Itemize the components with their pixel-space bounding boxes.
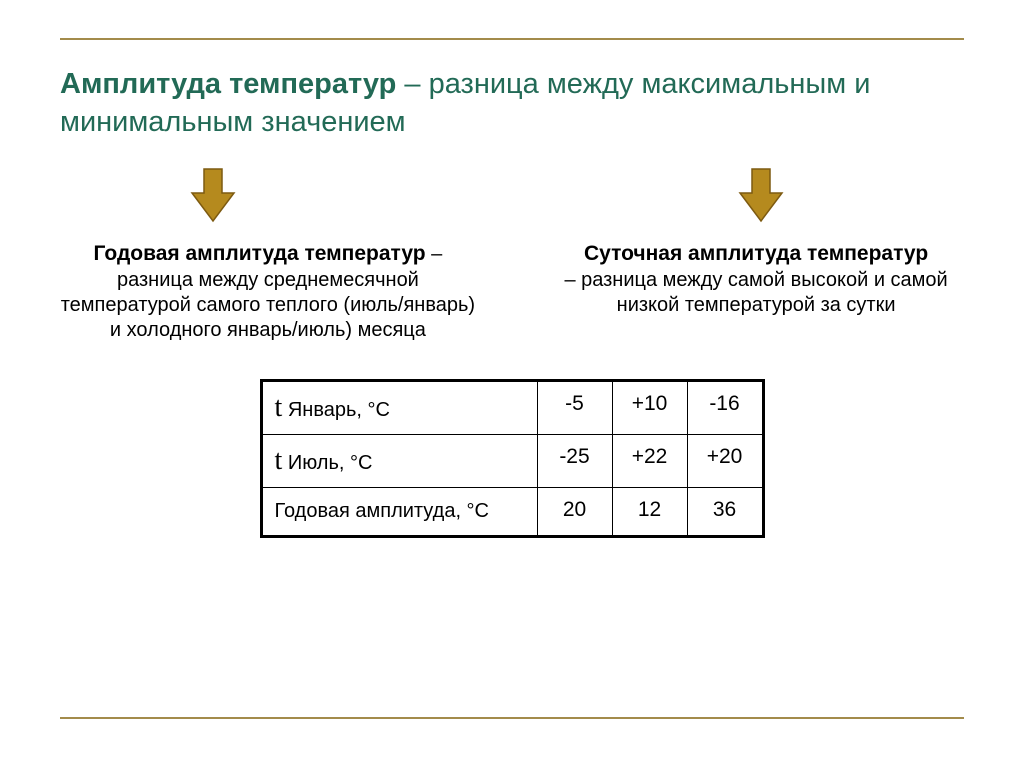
arrow-down-right-icon (738, 167, 784, 223)
cell-value: 20 (537, 487, 612, 536)
title-term: Амплитуда температур (60, 68, 396, 100)
annual-amplitude-block: Годовая амплитуда температур – разница м… (60, 241, 476, 342)
daily-amplitude-block: Суточная амплитуда температур – разница … (548, 241, 964, 342)
rule-top (60, 38, 964, 40)
cell-value: 36 (687, 487, 763, 536)
month-label: Июль, °С (282, 452, 372, 474)
cell-value: +20 (687, 434, 763, 487)
row-jan-label: t Январь, °С (261, 380, 537, 434)
arrows-row (60, 167, 964, 223)
daily-amplitude-body: – разница между самой высокой и самой ни… (564, 269, 947, 316)
cell-value: +10 (612, 380, 687, 434)
temperature-table: t Январь, °С -5 +10 -16 t Июль, °С -25 +… (260, 379, 765, 538)
annual-amplitude-heading: Годовая амплитуда температур (94, 242, 426, 265)
cell-value: +22 (612, 434, 687, 487)
page-title: Амплитуда температур – разница между мак… (60, 66, 964, 141)
table-row: t Июль, °С -25 +22 +20 (261, 434, 763, 487)
cell-value: 12 (612, 487, 687, 536)
cell-value: -16 (687, 380, 763, 434)
row-jul-label: t Июль, °С (261, 434, 537, 487)
rule-bottom (60, 717, 964, 719)
daily-amplitude-heading: Суточная амплитуда температур (584, 242, 928, 265)
cell-value: -5 (537, 380, 612, 434)
definition-blocks: Годовая амплитуда температур – разница м… (60, 241, 964, 342)
arrow-down-left-icon (190, 167, 236, 223)
table-row: Годовая амплитуда, °С 20 12 36 (261, 487, 763, 536)
month-label: Январь, °С (282, 399, 390, 421)
cell-value: -25 (537, 434, 612, 487)
row-amplitude-label: Годовая амплитуда, °С (261, 487, 537, 536)
table-row: t Январь, °С -5 +10 -16 (261, 380, 763, 434)
